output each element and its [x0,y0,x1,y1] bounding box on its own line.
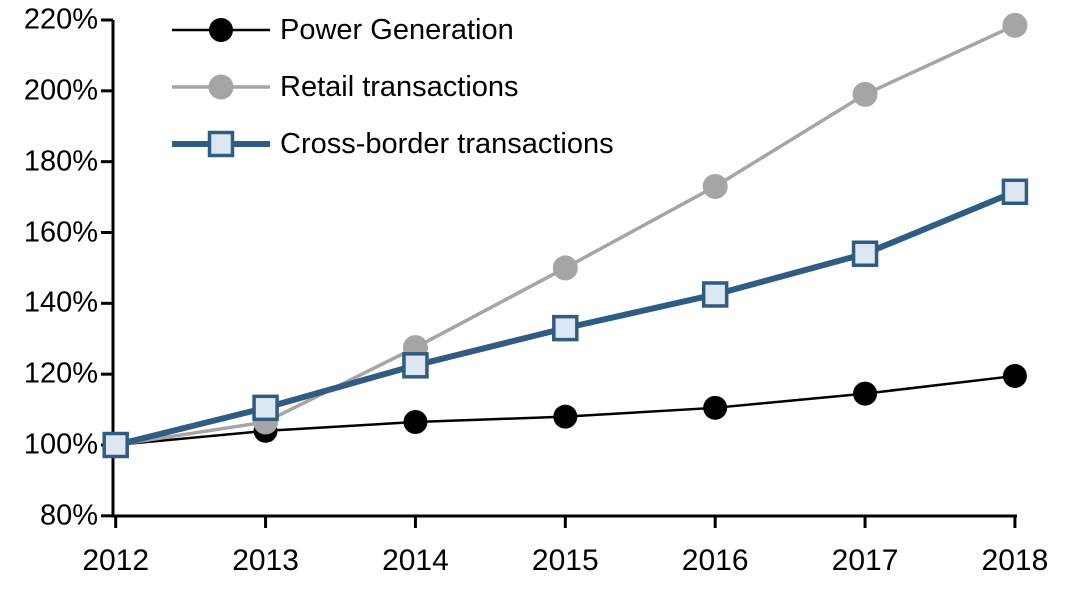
retail-transactions-line-marker-icon [172,69,270,105]
data-point-marker [853,381,878,406]
data-point-marker [1002,363,1027,388]
legend-item-cross-border-transactions: Cross-border transactions [172,124,614,164]
x-axis-tick-label: 2012 [82,544,150,577]
legend-sample-canvas [172,74,270,100]
data-point-marker [852,81,878,107]
legend-label-power-generation: Power Generation [280,13,514,46]
y-axis-tick-label: 80% [39,499,98,532]
data-point-marker [1002,12,1028,38]
y-axis-tick-label: 180% [23,145,98,178]
data-point-marker [403,409,428,434]
data-point-marker [552,255,578,281]
data-point-marker [402,352,429,379]
x-axis-tick-label: 2013 [232,544,299,577]
data-point-marker [552,314,579,342]
x-axis-tick-label: 2014 [382,544,449,577]
legend-label-retail-transactions: Retail transactions [280,70,519,103]
data-point-marker [1001,178,1029,206]
y-axis-tick-label: 140% [23,286,98,319]
y-axis-tick-label: 100% [23,428,98,461]
legend-sample-canvas [172,18,270,42]
legend-label-cross-border-transactions: Cross-border transactions [280,127,614,160]
x-axis-tick-label: 2018 [981,544,1049,577]
data-point-marker [701,281,729,308]
y-axis-tick-label: 160% [23,216,98,248]
x-axis-tick-label: 2017 [831,544,899,577]
legend-sample-canvas [172,130,270,158]
power-generation-line-marker-icon [172,12,270,48]
y-axis-tick-label: 200% [23,74,98,107]
y-axis-tick-label: 120% [23,357,98,390]
legend: Power Generation Retail transactions Cro… [172,10,614,181]
y-axis-tick-label: 220% [23,3,98,36]
data-point-marker [553,404,578,429]
data-point-marker [702,173,728,199]
data-point-marker [102,431,129,459]
legend-item-power-generation: Power Generation [172,10,614,50]
x-axis-tick-label: 2016 [681,544,749,577]
x-axis-tick-label: 2015 [531,544,599,577]
data-point-marker [252,394,279,422]
cross-border-transactions-line-marker-icon [172,126,270,162]
legend-item-retail-transactions: Retail transactions [172,67,614,107]
data-point-marker [851,240,879,267]
data-point-marker [703,395,728,420]
